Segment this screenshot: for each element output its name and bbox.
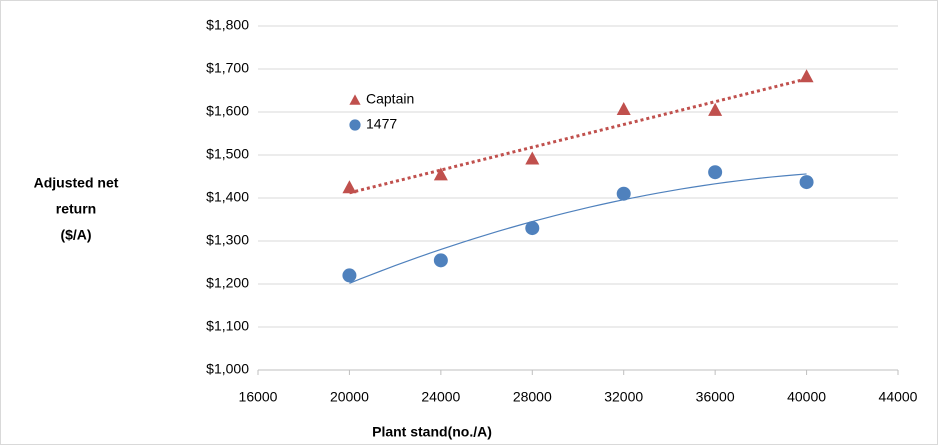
x-axis-label: Plant stand(no./A) <box>372 424 492 440</box>
y-tick-label: $1,400 <box>206 189 249 205</box>
y-axis-label: ($/A) <box>60 227 91 243</box>
y-tick-label: $1,300 <box>206 232 249 248</box>
trendline <box>349 77 807 195</box>
y-axis-label: Adjusted net <box>34 175 119 191</box>
data-point <box>616 101 631 115</box>
data-point <box>433 253 448 268</box>
data-point <box>799 175 814 190</box>
y-tick-label: $1,800 <box>206 17 249 33</box>
data-point <box>433 167 448 181</box>
legend-marker <box>349 119 361 131</box>
data-point <box>342 180 357 194</box>
legend-marker <box>349 94 361 105</box>
x-tick-label: 28000 <box>513 389 552 405</box>
trendline <box>349 173 807 284</box>
data-point <box>799 69 814 83</box>
legend-label: 1477 <box>366 116 397 132</box>
x-tick-label: 32000 <box>604 389 643 405</box>
x-tick-label: 36000 <box>696 389 735 405</box>
x-tick-label: 20000 <box>330 389 369 405</box>
y-tick-label: $1,700 <box>206 60 249 76</box>
data-point <box>708 165 723 180</box>
legend-label: Captain <box>366 91 414 107</box>
y-tick-label: $1,000 <box>206 361 249 377</box>
y-tick-label: $1,600 <box>206 103 249 119</box>
y-tick-label: $1,200 <box>206 275 249 291</box>
data-point <box>708 102 723 116</box>
data-point <box>525 151 540 165</box>
data-point <box>616 186 631 201</box>
data-point <box>342 268 357 283</box>
x-tick-label: 16000 <box>239 389 278 405</box>
y-axis-label: return <box>56 201 96 217</box>
x-tick-label: 24000 <box>421 389 460 405</box>
y-tick-label: $1,100 <box>206 318 249 334</box>
data-point <box>525 221 540 236</box>
y-tick-label: $1,500 <box>206 146 249 162</box>
x-tick-label: 44000 <box>879 389 918 405</box>
x-tick-label: 40000 <box>787 389 826 405</box>
